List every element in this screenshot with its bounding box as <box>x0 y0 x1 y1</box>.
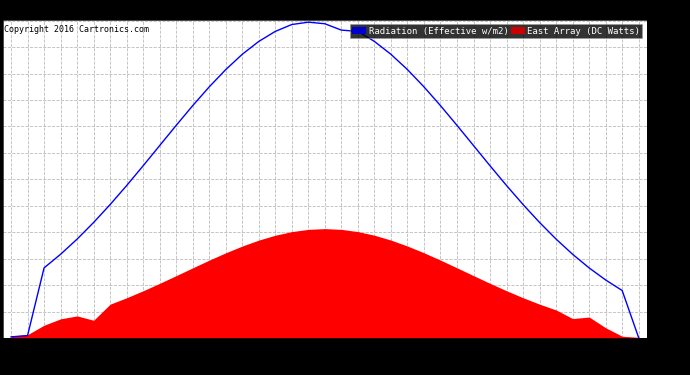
Text: Copyright 2016 Cartronics.com: Copyright 2016 Cartronics.com <box>4 25 149 34</box>
Legend: Radiation (Effective w/m2), East Array (DC Watts): Radiation (Effective w/m2), East Array (… <box>350 24 642 38</box>
Title: East Array Power & Effective Solar Radiation  Tue Jan 12 16:13: East Array Power & Effective Solar Radia… <box>54 3 596 19</box>
